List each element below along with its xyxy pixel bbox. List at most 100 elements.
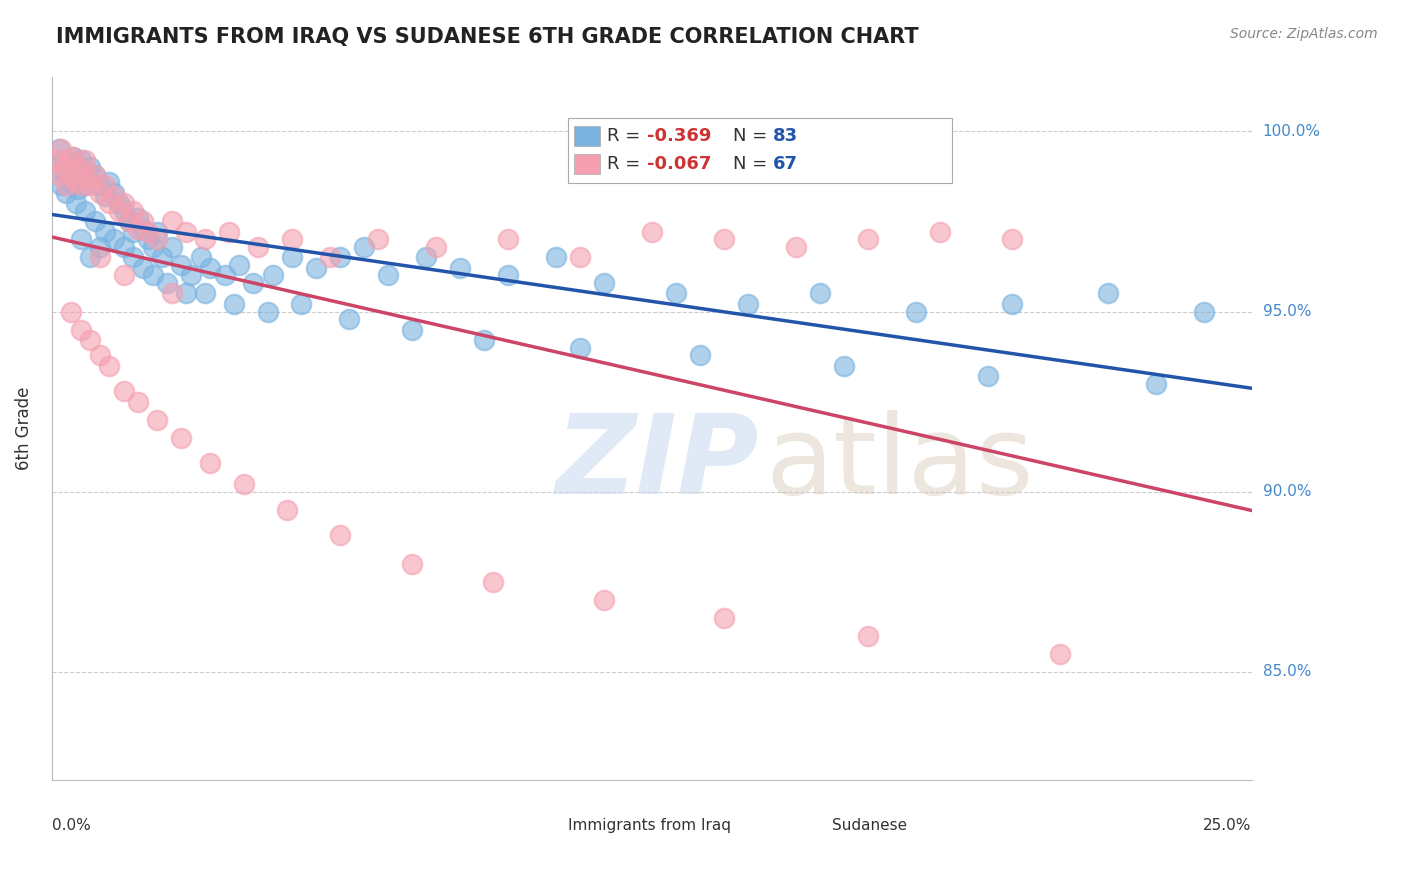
- Point: [89, 251, 111, 265]
- Point: [640, 225, 662, 239]
- Point: [190, 251, 212, 265]
- Point: [76, 171, 98, 186]
- Point: [93, 189, 115, 203]
- Point: [59, 175, 82, 189]
- Point: [59, 304, 82, 318]
- Point: [832, 359, 855, 373]
- FancyBboxPatch shape: [574, 126, 600, 145]
- Point: [75, 153, 97, 168]
- Text: 95.0%: 95.0%: [1263, 304, 1312, 319]
- Point: [122, 225, 145, 239]
- Point: [174, 225, 197, 239]
- Point: [55, 186, 77, 200]
- Point: [89, 186, 111, 200]
- Point: [103, 186, 125, 200]
- Point: [1049, 647, 1071, 661]
- Point: [337, 311, 360, 326]
- Point: [665, 286, 688, 301]
- Text: R =: R =: [607, 127, 647, 145]
- Text: 85.0%: 85.0%: [1263, 665, 1310, 679]
- Point: [146, 225, 169, 239]
- Point: [65, 196, 87, 211]
- Point: [808, 286, 831, 301]
- Text: 90.0%: 90.0%: [1263, 484, 1312, 499]
- Point: [112, 384, 135, 398]
- Text: N =: N =: [734, 155, 773, 173]
- Point: [79, 334, 101, 348]
- Point: [170, 258, 193, 272]
- Point: [48, 168, 70, 182]
- Text: 25.0%: 25.0%: [1204, 818, 1251, 833]
- Point: [592, 276, 614, 290]
- Point: [67, 161, 90, 175]
- Point: [928, 225, 950, 239]
- Point: [67, 182, 90, 196]
- Point: [180, 268, 202, 283]
- Point: [84, 168, 107, 182]
- Point: [84, 168, 107, 182]
- Point: [174, 286, 197, 301]
- Point: [689, 348, 711, 362]
- Point: [55, 168, 77, 182]
- Text: 67: 67: [773, 155, 797, 173]
- Point: [856, 232, 879, 246]
- Point: [69, 232, 91, 246]
- Point: [132, 261, 155, 276]
- Point: [52, 161, 75, 175]
- Point: [75, 203, 97, 218]
- Point: [45, 153, 67, 168]
- Point: [89, 178, 111, 193]
- Point: [198, 261, 221, 276]
- Point: [103, 189, 125, 203]
- Point: [976, 369, 998, 384]
- Point: [51, 143, 73, 157]
- Point: [401, 322, 423, 336]
- Point: [58, 157, 80, 171]
- Text: IMMIGRANTS FROM IRAQ VS SUDANESE 6TH GRADE CORRELATION CHART: IMMIGRANTS FROM IRAQ VS SUDANESE 6TH GRA…: [56, 27, 920, 46]
- Point: [242, 276, 264, 290]
- Text: Sudanese: Sudanese: [831, 818, 907, 833]
- Point: [218, 225, 240, 239]
- Point: [103, 232, 125, 246]
- Point: [713, 610, 735, 624]
- Text: N =: N =: [734, 127, 773, 145]
- Text: 0.0%: 0.0%: [52, 818, 90, 833]
- Point: [69, 322, 91, 336]
- Point: [122, 251, 145, 265]
- Point: [329, 251, 352, 265]
- Point: [93, 225, 115, 239]
- Point: [76, 171, 98, 186]
- Point: [136, 225, 159, 239]
- Point: [65, 175, 87, 189]
- Point: [280, 251, 302, 265]
- Point: [194, 232, 217, 246]
- Point: [280, 232, 302, 246]
- Point: [544, 251, 567, 265]
- Point: [449, 261, 471, 276]
- Point: [496, 232, 519, 246]
- Text: R =: R =: [607, 155, 647, 173]
- Point: [1192, 304, 1215, 318]
- Point: [45, 161, 67, 175]
- Point: [1001, 232, 1024, 246]
- Point: [290, 297, 312, 311]
- Text: 100.0%: 100.0%: [1263, 124, 1320, 139]
- Point: [141, 268, 163, 283]
- Point: [136, 232, 159, 246]
- Point: [329, 528, 352, 542]
- Point: [353, 240, 375, 254]
- Point: [214, 268, 236, 283]
- Point: [224, 297, 246, 311]
- Point: [160, 286, 183, 301]
- Point: [69, 178, 91, 193]
- Text: -0.067: -0.067: [647, 155, 711, 173]
- Point: [568, 251, 591, 265]
- Point: [170, 431, 193, 445]
- Point: [62, 150, 84, 164]
- Point: [415, 251, 437, 265]
- Point: [132, 221, 155, 235]
- Text: Source: ZipAtlas.com: Source: ZipAtlas.com: [1230, 27, 1378, 41]
- Point: [232, 477, 254, 491]
- Point: [401, 557, 423, 571]
- Point: [79, 251, 101, 265]
